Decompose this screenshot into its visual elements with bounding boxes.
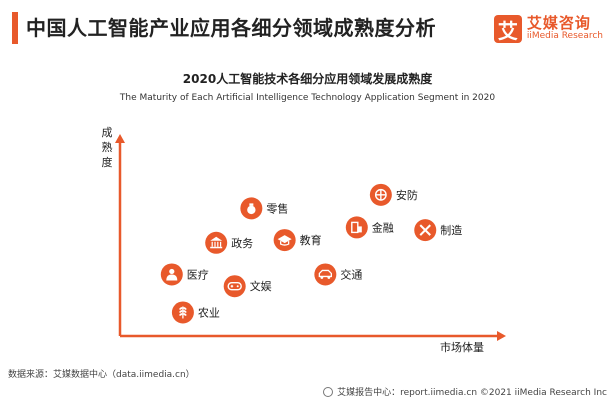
scatter-point: 教育 — [273, 229, 322, 252]
scatter-point: 制造 — [414, 219, 462, 242]
y-axis-arrow — [115, 134, 125, 143]
point-marker — [223, 275, 246, 298]
chart-title: 2020人工智能技术各细分应用领域发展成熟度 — [182, 72, 433, 86]
scatter-point: 交通 — [314, 263, 362, 286]
logo-icon: 艾 — [493, 15, 522, 43]
point-label: 零售 — [266, 201, 288, 215]
scatter-point: 医疗 — [160, 263, 209, 286]
doctor-icon — [166, 268, 178, 281]
point-marker — [345, 216, 368, 239]
graduation-cap-icon — [277, 235, 292, 246]
scatter-point: 政务 — [205, 231, 253, 254]
scatter-point: 农业 — [171, 301, 220, 324]
point-label: 教育 — [300, 233, 322, 247]
car-icon — [318, 269, 333, 279]
government-icon — [210, 236, 223, 249]
scatter-point: 金融 — [345, 216, 394, 239]
copyright-text: 艾媒报告中心：report.iimedia.cn ©2021 iiMedia R… — [337, 388, 607, 398]
shield-icon — [374, 188, 387, 201]
point-label: 交通 — [340, 267, 362, 281]
gamepad-icon — [227, 282, 242, 291]
point-label: 制造 — [440, 223, 462, 237]
point-label: 医疗 — [187, 267, 209, 281]
footer-logo-icon — [323, 386, 334, 397]
money-bag-icon — [247, 203, 256, 215]
point-label: 农业 — [198, 305, 220, 319]
point-label: 文娱 — [250, 279, 272, 293]
finance-building-icon — [351, 221, 362, 234]
scatter-point: 安防 — [369, 183, 418, 206]
point-marker — [205, 231, 228, 254]
logo-name-en: iiMedia Research — [526, 31, 603, 42]
logo-name-cn: 艾媒咨询 — [526, 14, 591, 33]
point-marker — [314, 263, 337, 286]
point-label: 安防 — [396, 188, 418, 202]
data-source: 数据来源：艾媒数据中心（data.iimedia.cn） — [8, 370, 195, 380]
brand-logo: 艾 艾媒咨询 iiMedia Research — [493, 12, 603, 46]
page-title: 中国人工智能产业应用各细分领域成熟度分析 — [26, 16, 436, 40]
title-accent-bar — [12, 12, 18, 44]
copyright-footer: 艾媒报告中心：report.iimedia.cn ©2021 iiMedia R… — [323, 385, 607, 398]
wheat-icon — [179, 306, 187, 319]
tools-icon — [419, 224, 431, 236]
y-axis-label: 成熟度 — [102, 126, 113, 169]
x-axis-arrow — [497, 331, 506, 341]
scatter-point: 文娱 — [223, 275, 272, 298]
chart-subtitle: The Maturity of Each Artificial Intellig… — [119, 93, 496, 103]
scatter-point: 零售 — [240, 197, 288, 220]
point-label: 金融 — [372, 220, 394, 234]
point-label: 政务 — [231, 236, 253, 250]
x-axis-label: 市场体量 — [440, 340, 484, 354]
